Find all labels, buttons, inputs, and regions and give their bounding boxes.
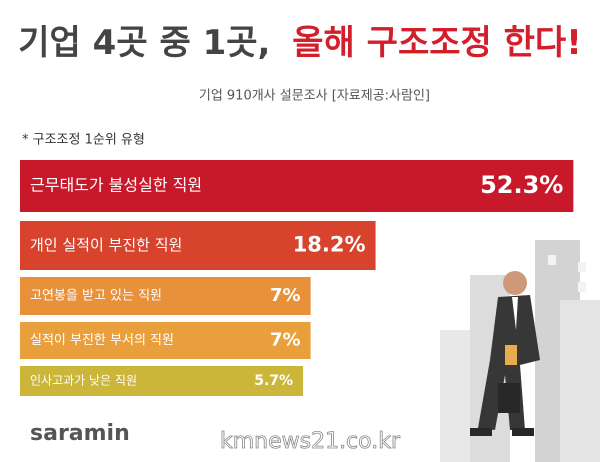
subtitle: 기업 910개사 설문조사 [자료제공:사람인] xyxy=(199,89,430,104)
category-label: 개인 실적이 부진한 직원 xyxy=(30,236,182,254)
category-label: 고연봉을 받고 있는 직원 xyxy=(30,289,162,304)
bar xyxy=(20,221,376,270)
bar xyxy=(20,160,574,212)
value-label: 5.7% xyxy=(254,373,293,389)
logo: saramin xyxy=(30,421,130,446)
value-label: 7% xyxy=(270,330,301,351)
bars: 근무태도가 불성실한 직원 52.3% 개인 실적이 부진한 직원 18.2% 고연봉을… xyxy=(20,160,574,396)
category-label: 근무태도가 불성실한 직원 xyxy=(30,176,202,195)
bar xyxy=(20,322,311,359)
value-label: 7% xyxy=(270,285,301,306)
title: 기업 4곳 중 1곳, 올해 구조조정 한다! xyxy=(18,23,581,63)
watermark: kmnews21.co.kr xyxy=(220,429,401,454)
category-label: 실적이 부진한 부서의 직원 xyxy=(30,333,174,348)
value-label: 18.2% xyxy=(293,233,366,257)
category-label: 인사고과가 낮은 직원 xyxy=(30,374,137,388)
bar xyxy=(20,366,304,396)
note: * 구조조정 1순위 유형 xyxy=(22,133,145,148)
illustration xyxy=(440,240,600,462)
title-part: 기업 4곳 중 1곳, xyxy=(18,23,270,63)
title-highlight: 올해 구조조정 한다! xyxy=(292,23,581,63)
bar xyxy=(20,277,311,315)
value-label: 52.3% xyxy=(480,171,563,199)
